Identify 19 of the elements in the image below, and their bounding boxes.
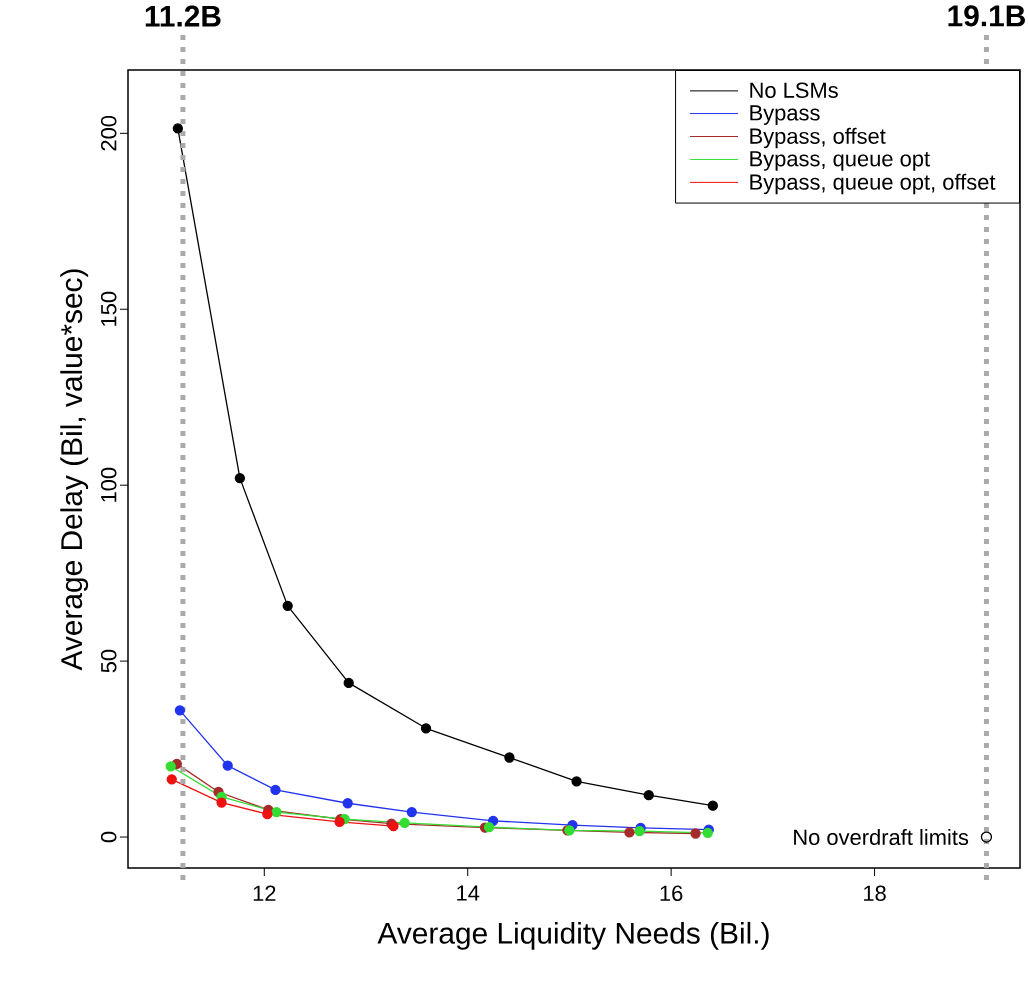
y-tick-label: 150 xyxy=(100,291,117,326)
ref-line-label: 11.2B xyxy=(145,5,221,27)
y-tick-label: 200 xyxy=(100,115,117,151)
x-tick-label: 18 xyxy=(864,885,886,902)
legend-label: Bypass, offset xyxy=(750,127,886,149)
legend-label: Bypass xyxy=(750,105,820,125)
legend-label: No LSMs xyxy=(750,82,838,99)
y-tick-label: 100 xyxy=(100,467,117,502)
x-tick-label: 14 xyxy=(457,885,480,901)
x-axis-title: Average Liquidity Needs (Bil.) xyxy=(377,921,769,950)
y-tick-label: 0 xyxy=(100,831,117,843)
x-tick-label: 12 xyxy=(253,885,276,901)
annotation: No overdraft limits xyxy=(794,828,969,846)
ref-line-label: 19.1B xyxy=(948,5,1025,27)
x-tick-label: 16 xyxy=(660,885,683,902)
y-axis-title: Average Delay (Bil, value*sec) xyxy=(60,269,89,671)
legend-label: Bypass, queue opt, offset xyxy=(750,173,996,195)
y-tick-label: 50 xyxy=(100,649,117,673)
legend-label: Bypass, queue opt xyxy=(750,151,930,171)
